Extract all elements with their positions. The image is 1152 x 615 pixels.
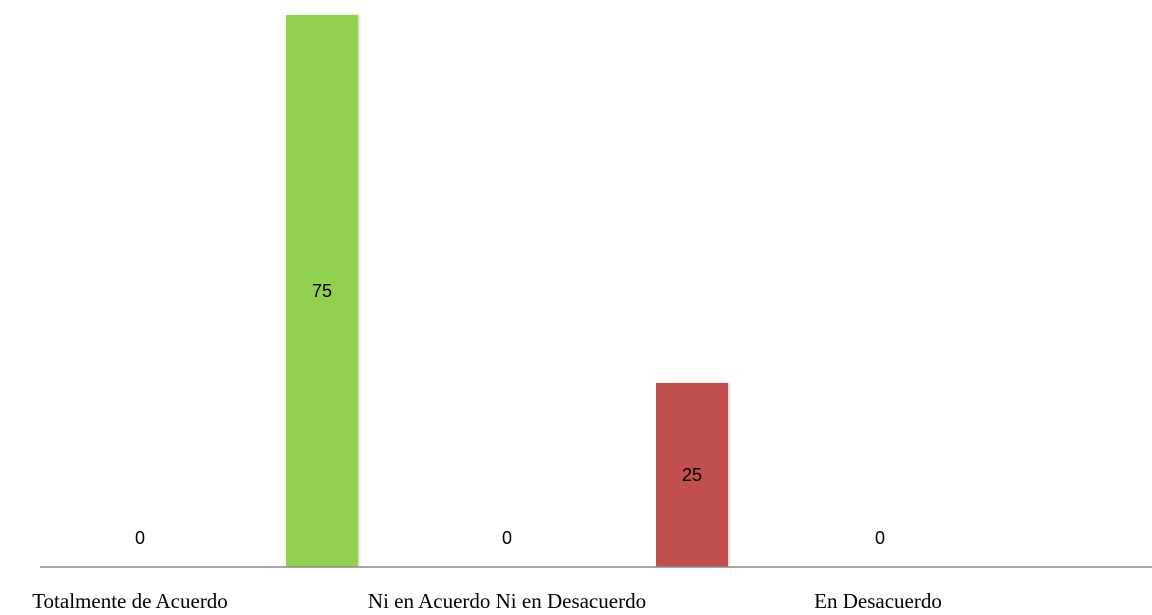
data-label-4: 0 (875, 528, 885, 548)
data-label-3: 25 (682, 465, 702, 485)
category-labels-group: Totalmente de Acuerdo Ni en Acuerdo Ni en… (32, 589, 942, 613)
bar-1 (286, 15, 358, 567)
bars-group (286, 15, 728, 567)
category-label-0: Totalmente de Acuerdo (32, 589, 228, 613)
data-labels-group: 0 75 0 25 0 (135, 281, 885, 548)
data-label-0: 0 (135, 528, 145, 548)
data-label-1: 75 (312, 281, 332, 301)
category-label-4: En Desacuerdo (814, 589, 942, 613)
category-label-2: Ni en Acuerdo Ni en Desacuerdo (368, 589, 646, 613)
bar-3 (656, 383, 728, 567)
data-label-2: 0 (502, 528, 512, 548)
